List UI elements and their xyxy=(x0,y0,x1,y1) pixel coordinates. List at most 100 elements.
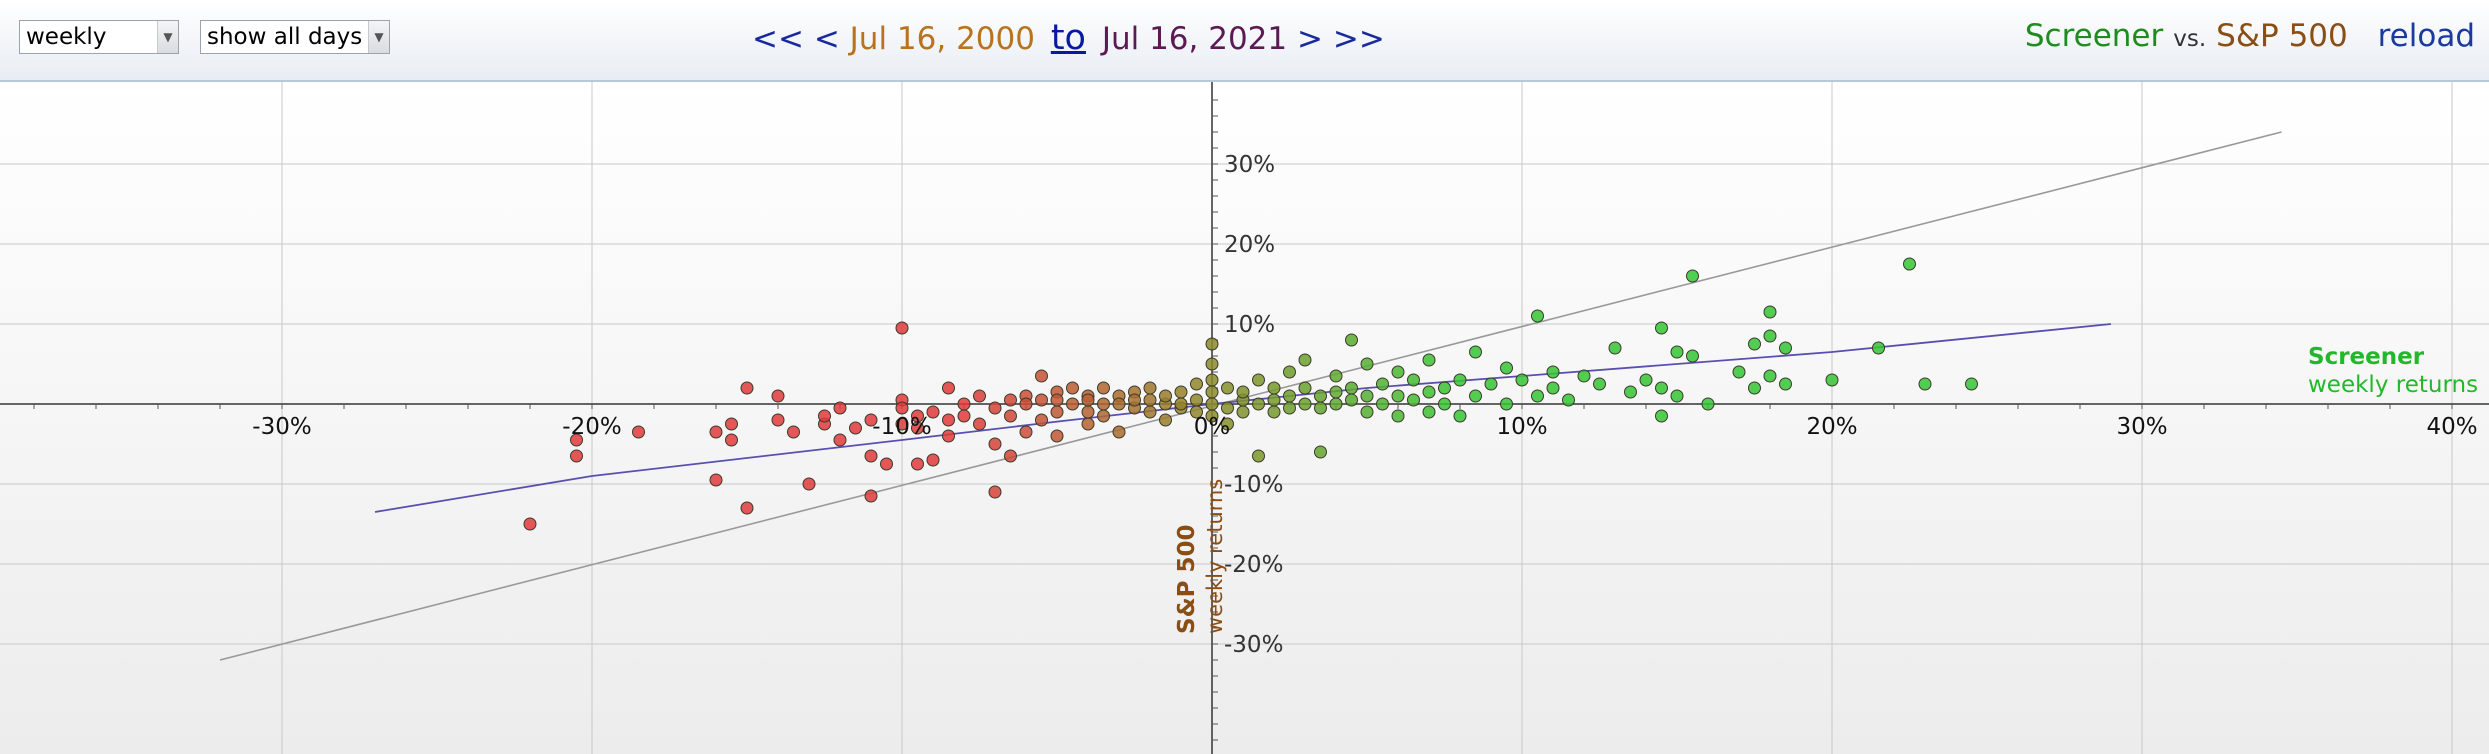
data-point xyxy=(1314,401,1327,415)
data-point xyxy=(725,417,738,431)
data-point xyxy=(1345,333,1358,347)
data-point xyxy=(1004,409,1017,423)
data-point xyxy=(1670,345,1684,359)
data-point xyxy=(1360,357,1374,371)
data-point xyxy=(1469,389,1482,403)
data-point xyxy=(570,433,583,447)
y-tick-label: -10% xyxy=(1224,472,1283,498)
data-point xyxy=(1112,425,1126,439)
data-point xyxy=(957,397,971,411)
data-point xyxy=(1205,397,1219,411)
data-point xyxy=(1097,397,1110,411)
data-point xyxy=(570,449,583,463)
data-point xyxy=(1345,393,1358,407)
data-point xyxy=(1329,397,1343,411)
next-period-link[interactable]: > xyxy=(1297,21,1323,57)
data-point xyxy=(1221,417,1234,431)
data-point xyxy=(1081,393,1095,407)
data-point xyxy=(1422,405,1436,419)
start-date[interactable]: Jul 16, 2000 xyxy=(849,21,1035,57)
data-point xyxy=(1159,389,1172,403)
data-point xyxy=(1531,389,1544,403)
x-tick-label: 20% xyxy=(1806,414,1857,440)
data-point xyxy=(864,413,878,427)
prev-period-link[interactable]: < xyxy=(813,21,840,57)
data-point xyxy=(1097,409,1110,423)
data-point xyxy=(973,417,986,431)
data-point xyxy=(1329,385,1343,399)
data-point xyxy=(1391,409,1405,423)
data-point xyxy=(1732,365,1746,379)
data-point xyxy=(771,389,785,403)
vs-label: vs. xyxy=(2173,26,2207,52)
series-a-label: Screener xyxy=(2024,18,2164,54)
data-point xyxy=(1283,389,1296,403)
x-tick-label: -30% xyxy=(252,414,311,440)
data-point xyxy=(1469,345,1482,359)
data-point xyxy=(1252,397,1265,411)
data-point xyxy=(1019,397,1033,411)
data-point xyxy=(1143,381,1157,395)
x-axis-subtitle: weekly returns xyxy=(2308,372,2478,398)
data-point xyxy=(1825,373,1839,387)
data-point xyxy=(1050,429,1064,443)
data-point xyxy=(1500,361,1513,375)
data-point xyxy=(1686,349,1699,363)
data-point xyxy=(1546,365,1560,379)
data-point xyxy=(895,401,909,415)
y-tick-label: -20% xyxy=(1224,552,1283,578)
toolbar: weekly ▼ show all days ▼ << < Jul 16, 20… xyxy=(0,0,2489,82)
data-point xyxy=(1050,393,1064,407)
date-range: << < Jul 16, 2000 to Jul 16, 2021 > >> xyxy=(752,18,1385,58)
data-point xyxy=(1484,377,1498,391)
data-point xyxy=(1205,385,1219,399)
data-point xyxy=(1283,365,1296,379)
last-period-link[interactable]: >> xyxy=(1332,21,1385,57)
data-point xyxy=(1190,377,1203,391)
y-tick-label: 10% xyxy=(1224,312,1275,338)
data-point xyxy=(1314,389,1327,403)
data-point xyxy=(833,433,847,447)
chevron-down-icon[interactable]: ▼ xyxy=(157,21,178,53)
data-point xyxy=(725,433,738,447)
data-point xyxy=(1624,385,1637,399)
chevron-down-icon[interactable]: ▼ xyxy=(368,21,389,53)
data-point xyxy=(1422,353,1436,367)
data-point xyxy=(1329,369,1343,383)
days-filter-select[interactable]: show all days ▼ xyxy=(200,20,390,54)
data-point xyxy=(1298,353,1312,367)
x-axis-title: Screener xyxy=(2308,344,2425,370)
reload-link[interactable]: reload xyxy=(2377,18,2475,54)
end-date[interactable]: Jul 16, 2021 xyxy=(1101,21,1288,57)
period-select[interactable]: weekly ▼ xyxy=(19,20,179,54)
data-point xyxy=(973,389,986,403)
data-point xyxy=(1035,413,1048,427)
data-point xyxy=(1763,369,1777,383)
data-point xyxy=(1267,405,1281,419)
data-point xyxy=(988,485,1002,499)
data-point xyxy=(1081,417,1095,431)
data-point xyxy=(787,425,800,439)
x-tick-label: -20% xyxy=(562,414,621,440)
data-point xyxy=(1205,337,1219,351)
data-point xyxy=(1205,357,1219,371)
x-tick-label: 0% xyxy=(1194,414,1231,440)
to-link[interactable]: to xyxy=(1050,18,1086,58)
data-point xyxy=(895,417,909,431)
x-tick-label: 30% xyxy=(2116,414,2167,440)
data-point xyxy=(1438,381,1451,395)
data-point xyxy=(1593,377,1606,391)
first-period-link[interactable]: << xyxy=(752,21,804,57)
data-point xyxy=(1391,365,1405,379)
data-point xyxy=(1903,257,1916,271)
data-point xyxy=(833,401,847,415)
data-point xyxy=(740,381,754,395)
data-point xyxy=(988,401,1002,415)
data-point xyxy=(880,457,893,471)
y-tick-label: 30% xyxy=(1224,152,1275,178)
data-point xyxy=(1453,409,1467,423)
data-point xyxy=(1686,269,1699,283)
data-point xyxy=(632,425,645,439)
data-point xyxy=(1252,449,1265,463)
